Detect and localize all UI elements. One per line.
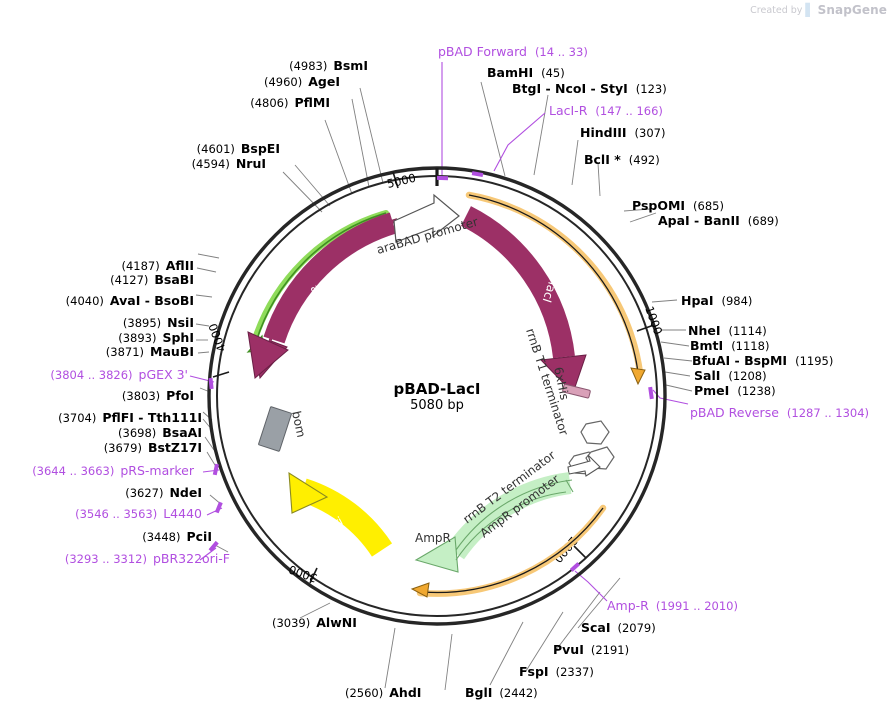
label-bsmi[interactable]: (4983) BsmI: [289, 58, 368, 73]
tick-label-1000: 1000: [642, 304, 665, 336]
label-bamhi[interactable]: BamHI (45): [487, 65, 565, 80]
label-bfuai[interactable]: BfuAI - BspMI (1195): [692, 353, 833, 368]
label-bgli[interactable]: BglI (2442): [465, 685, 538, 700]
label-bstz17i[interactable]: (3679) BstZ17I: [104, 440, 202, 455]
primer-ticks: [208, 171, 654, 572]
label-bsabi[interactable]: (4127) BsaBI: [110, 272, 194, 287]
feature-rrnb-t1-terminator: [580, 420, 610, 445]
label-amp-r[interactable]: Amp-R (1991 .. 2010): [607, 598, 738, 613]
feature-bom: [258, 406, 292, 452]
label-bsaai[interactable]: (3698) BsaAI: [118, 425, 202, 440]
label-scai[interactable]: ScaI (2079): [581, 620, 656, 635]
label-agei[interactable]: (4960) AgeI: [264, 74, 340, 89]
feature-label-6xhis: 6xHis: [551, 366, 572, 402]
snapgene-logo-icon: ▌: [805, 3, 815, 17]
label-ndei[interactable]: (3627) NdeI: [125, 485, 202, 500]
plasmid-name: pBAD-LacI: [394, 380, 481, 398]
label-pmei[interactable]: PmeI (1238): [694, 383, 776, 398]
label-pflmi[interactable]: (4806) PflMI: [250, 95, 330, 110]
label-pspomi[interactable]: PspOMI (685): [632, 198, 724, 213]
feature-label-ori: ori: [325, 514, 345, 534]
snapgene-watermark: Created by ▌ SnapGene: [750, 3, 887, 17]
label-aflii[interactable]: (4187) AflII: [122, 258, 195, 273]
feature-ampr-promoter: [567, 454, 601, 477]
label-pcii[interactable]: (3448) PciI: [142, 529, 212, 544]
label-pfoi[interactable]: (3803) PfoI: [122, 388, 194, 403]
label-pflfi[interactable]: (3704) PflFI - Tth111I: [58, 410, 202, 425]
label-pbr322ori-f[interactable]: (3293 .. 3312) pBR322ori-F: [65, 551, 230, 566]
feature-6xhis: [562, 383, 591, 399]
plasmid-size: 5080 bp: [410, 398, 464, 413]
tick-label-3000: 3000: [287, 562, 319, 585]
label-laci-r[interactable]: LacI-R (147 .. 166): [549, 103, 663, 118]
label-bmti[interactable]: BmtI (1118): [690, 338, 769, 353]
label-avai[interactable]: (4040) AvaI - BsoBI: [66, 293, 194, 308]
label-hindiii[interactable]: HindIII (307): [580, 125, 665, 140]
label-bcli[interactable]: BclI * (492): [584, 152, 660, 167]
label-maubi[interactable]: (3871) MauBI: [106, 344, 194, 359]
label-nrui[interactable]: (4594) NruI: [192, 156, 266, 171]
tick-marks: [212, 168, 655, 584]
tick-label-5000: 5000: [386, 171, 418, 191]
label-btgi[interactable]: BtgI - NcoI - StyI (123): [512, 81, 667, 96]
watermark-brand: SnapGene: [817, 3, 887, 17]
feature-shapes: [247, 193, 615, 573]
leader-lines: [189, 62, 693, 691]
plasmid-title-block: pBAD-LacI 5080 bp: [394, 380, 481, 413]
label-apai[interactable]: ApaI - BanII (689): [658, 213, 779, 228]
label-fspi[interactable]: FspI (2337): [519, 664, 594, 679]
label-prs-marker[interactable]: (3644 .. 3663) pRS-marker: [32, 463, 195, 478]
feature-label-arac: araC: [308, 282, 335, 313]
label-sphi[interactable]: (3893) SphI: [118, 330, 194, 345]
label-pbad-forward[interactable]: pBAD Forward (14 .. 33): [438, 44, 588, 59]
label-bspei[interactable]: (4601) BspEI: [197, 141, 280, 156]
feature-label-ampr: AmpR: [415, 531, 451, 545]
watermark-created-by: Created by: [750, 4, 803, 16]
feature-label-bom: bom: [289, 410, 308, 439]
label-sali[interactable]: SalI (1208): [694, 368, 767, 383]
feature-arabad-promoter: [393, 193, 460, 243]
label-nhei[interactable]: NheI (1114): [688, 323, 767, 338]
label-pgex3[interactable]: (3804 .. 3826) pGEX 3': [50, 367, 188, 382]
label-l4440[interactable]: (3546 .. 3563) L4440: [75, 506, 202, 521]
label-nsii[interactable]: (3895) NsiI: [123, 315, 194, 330]
site-labels: (4983) BsmI (4960) AgeI (4806) PflMI (4601)…: [32, 44, 869, 700]
label-pbad-reverse[interactable]: pBAD Reverse (1287 .. 1304): [690, 405, 869, 420]
label-alwni[interactable]: (3039) AlwNI: [272, 615, 357, 630]
label-pvui[interactable]: PvuI (2191): [553, 642, 629, 657]
label-hpai[interactable]: HpaI (984): [681, 293, 752, 308]
feature-label-laci: lacI: [540, 280, 560, 304]
label-ahdi[interactable]: (2560) AhdI: [345, 685, 421, 700]
